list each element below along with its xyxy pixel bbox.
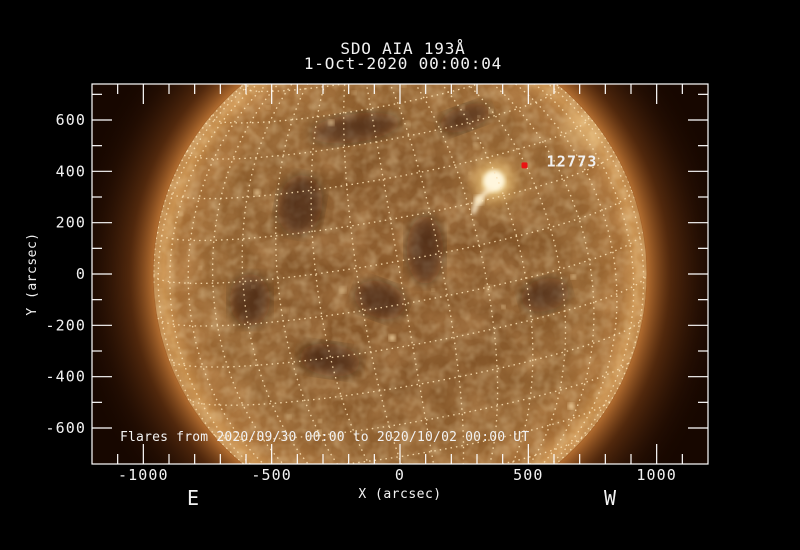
axis-ticks	[92, 84, 708, 464]
flare-marker	[521, 162, 528, 169]
bright-point	[431, 288, 435, 292]
bright-point	[477, 115, 481, 119]
heliographic-grid-line	[275, 84, 422, 464]
bright-point	[388, 334, 396, 342]
bright-point	[570, 274, 576, 280]
bright-point	[266, 105, 271, 110]
plot-title: SDO AIA 193Å	[340, 39, 465, 58]
heliographic-grid-line	[187, 318, 643, 406]
west-limb-label: W	[604, 486, 617, 510]
heliographic-grid-line	[241, 84, 486, 93]
bright-point	[412, 478, 415, 481]
heliographic-grid-line	[153, 84, 341, 283]
bright-point	[403, 121, 410, 128]
bright-point	[198, 265, 203, 270]
coronal-dark-patch	[354, 280, 406, 320]
heliographic-grid	[153, 84, 647, 520]
coronal-dark-patch	[440, 103, 490, 133]
bright-point	[253, 189, 261, 197]
active-region-footpoint	[474, 195, 484, 205]
x-tick-label: 1000	[636, 466, 677, 484]
y-axis-title: Y (arcsec)	[25, 232, 40, 315]
bright-point	[328, 119, 335, 126]
bright-point	[315, 430, 322, 436]
bright-point	[459, 104, 465, 111]
bright-point	[351, 90, 357, 95]
active-region-number-label: 12773	[547, 152, 598, 170]
bright-point	[568, 402, 575, 410]
flares-range-caption: Flares from 2020/09/30 00:00 to 2020/10/…	[120, 430, 529, 445]
heliographic-grid-line	[241, 84, 410, 464]
y-tick-label: -200	[45, 316, 86, 334]
disk-texture-speckle	[153, 84, 647, 464]
heliographic-grid-line	[168, 274, 647, 368]
east-limb-label: E	[187, 486, 199, 510]
active-region-core	[483, 170, 505, 192]
y-tick-label: 600	[56, 111, 86, 129]
y-tick-label: 0	[76, 265, 86, 283]
y-tick-label: 400	[56, 162, 86, 180]
heliographic-grid-line	[374, 84, 636, 199]
y-tick-label: -600	[45, 419, 86, 437]
coronal-dark-patch	[521, 278, 569, 312]
bright-point	[281, 307, 288, 314]
x-axis-title: X (arcsec)	[358, 487, 441, 502]
sun-layers	[92, 84, 708, 520]
x-tick-label: -500	[251, 466, 292, 484]
x-tick-label: -1000	[118, 466, 169, 484]
tick-labels: -1000 -500 0 500 1000 -600 -400 -200 0 200 400 600	[45, 111, 677, 484]
coronal-dark-patch	[407, 216, 443, 284]
plot-datetime: 1-Oct-2020 00:00:04	[304, 54, 502, 73]
x-tick-label: 500	[513, 466, 543, 484]
bright-point	[251, 284, 255, 289]
bright-point	[339, 286, 347, 294]
coronal-dark-patch	[300, 343, 360, 377]
bright-point	[303, 429, 306, 433]
y-tick-label: -400	[45, 368, 86, 386]
heliographic-grid-line	[372, 84, 618, 464]
heliographic-grid-line	[156, 151, 615, 242]
bright-point	[401, 84, 407, 88]
bright-point	[501, 305, 506, 309]
heliographic-grid-line	[213, 360, 631, 441]
bright-point	[318, 419, 322, 424]
bright-point	[287, 414, 292, 420]
y-tick-label: 200	[56, 214, 86, 232]
bright-point	[178, 211, 183, 216]
heliographic-grid-line	[417, 511, 468, 520]
x-tick-label: 0	[395, 466, 405, 484]
coronal-dark-patch	[230, 274, 270, 326]
heliographic-grid-line	[167, 115, 590, 200]
bright-point	[484, 285, 492, 292]
